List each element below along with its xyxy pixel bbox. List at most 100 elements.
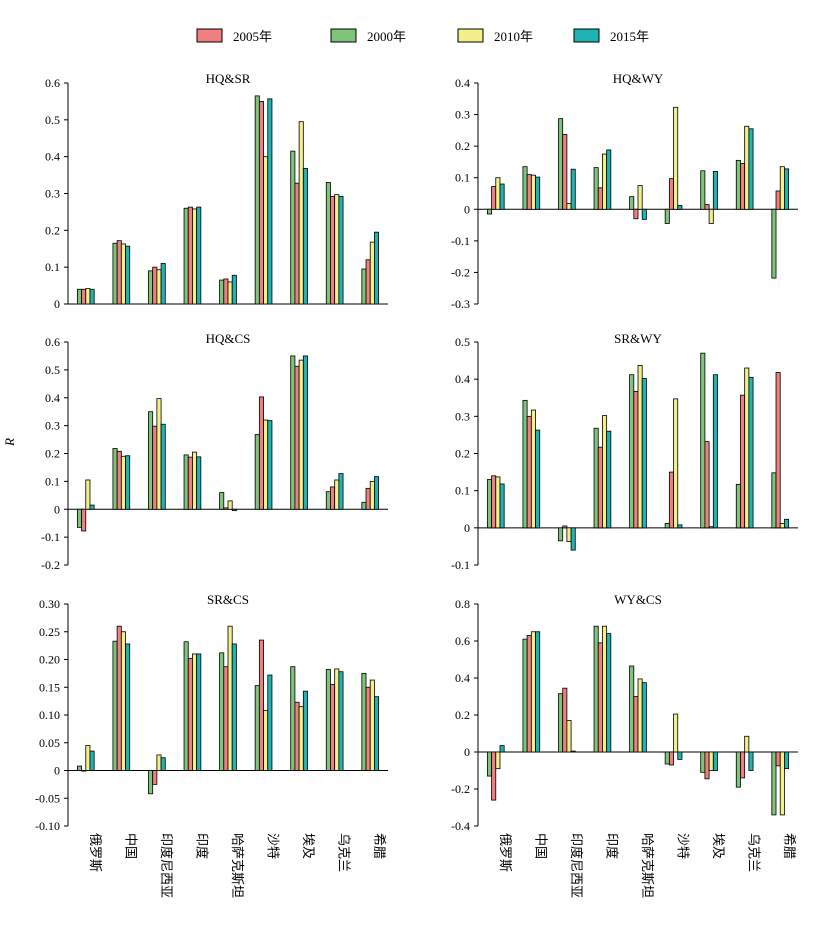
legend-label: 2015年 [610, 29, 649, 44]
bar [740, 751, 746, 779]
bar [633, 391, 639, 529]
y-tick-label: 0.3 [45, 187, 60, 201]
bar [570, 168, 576, 210]
bar [263, 156, 269, 305]
bar [227, 625, 233, 771]
bar [330, 486, 336, 510]
bar [735, 159, 741, 210]
y-tick-label: -0.2 [451, 782, 470, 796]
bar [700, 170, 706, 210]
bar [668, 471, 674, 529]
bar [606, 430, 612, 529]
bar [712, 374, 718, 529]
bar [231, 274, 237, 305]
y-tick-label: 0.2 [45, 223, 60, 237]
bar [677, 524, 683, 529]
bar [748, 128, 754, 210]
y-tick-label: 0 [464, 202, 470, 216]
bar [267, 674, 273, 771]
bar [491, 186, 497, 210]
bar [334, 479, 340, 510]
bar [744, 735, 750, 753]
bar [325, 491, 331, 510]
y-tick-label: 0.4 [45, 391, 60, 405]
bar [152, 425, 158, 510]
bar [223, 278, 229, 305]
bar [771, 472, 777, 529]
legend-swatch [196, 28, 223, 43]
bar [365, 487, 371, 510]
category-label-right: 乌克兰 [746, 833, 762, 872]
bar [156, 398, 162, 510]
bar [668, 178, 674, 210]
bar [486, 751, 492, 777]
bar [779, 166, 785, 210]
bar [562, 525, 568, 529]
bar [637, 185, 643, 210]
bar [325, 669, 331, 771]
bar [183, 641, 189, 771]
bar [302, 168, 308, 305]
bar [290, 666, 296, 771]
bar [258, 101, 264, 305]
bar [263, 419, 269, 510]
bar [187, 657, 193, 771]
bar [254, 434, 260, 510]
bar [290, 150, 296, 305]
bar [597, 642, 603, 753]
y-tick-label: -0.2 [451, 265, 470, 279]
bar [125, 643, 131, 771]
bar [677, 751, 683, 760]
y-tick-label: 0 [54, 502, 60, 516]
bar [76, 508, 82, 528]
bar [302, 690, 308, 771]
bar [530, 174, 536, 210]
bar [499, 745, 505, 753]
bar [227, 500, 233, 510]
bar [365, 686, 371, 771]
bar [775, 372, 781, 529]
bar [740, 394, 746, 529]
y-tick-label: -0.1 [451, 558, 470, 572]
y-tick-label: 0.1 [45, 474, 60, 488]
bar [148, 770, 154, 795]
y-tick-label: 0.3 [455, 108, 470, 122]
bar [258, 396, 264, 510]
y-tick-label: 0.4 [455, 671, 470, 685]
y-tick-label: 0.3 [455, 409, 470, 423]
bar [361, 501, 367, 510]
bar [120, 455, 126, 510]
category-label-right: 哈萨克斯坦 [639, 833, 654, 898]
y-tick-label: 0.5 [45, 363, 60, 377]
bar [629, 196, 635, 210]
panel-sr-wy: -0.1 0 0.1 0.2 0.3 0.4 0.5 SR&WY [451, 331, 798, 572]
bar [374, 696, 380, 771]
bar [491, 475, 497, 529]
bar [530, 631, 536, 753]
bar [784, 168, 790, 210]
bar [522, 638, 528, 753]
bar [148, 270, 154, 305]
category-label-right: 沙特 [675, 833, 690, 859]
bar [76, 288, 82, 305]
panel-title: SR&WY [614, 331, 662, 346]
y-tick-label: 0 [464, 521, 470, 535]
category-labels-left: 俄罗斯 中国 印度尼西亚 印度 哈萨克斯坦 沙特 埃及 乌克兰 希腊 [87, 833, 386, 898]
bar [231, 508, 237, 512]
y-tick-label: -0.3 [451, 297, 470, 311]
y-tick-label: 0.4 [455, 76, 470, 90]
bar [593, 167, 599, 210]
bar [89, 750, 95, 771]
y-tick-label: 0.1 [45, 260, 60, 274]
bar [192, 653, 198, 771]
category-label-right: 俄罗斯 [497, 833, 512, 872]
category-label-left: 沙特 [265, 833, 280, 859]
bar [535, 176, 541, 210]
bar [673, 398, 679, 529]
y-tick-label: 0.2 [455, 139, 470, 153]
category-label-right: 中国 [532, 833, 547, 859]
bar [298, 121, 304, 305]
panel-title: HQ&CS [206, 331, 251, 346]
bar [740, 163, 746, 210]
panel-hq-sr: 0 0.1 0.2 0.3 0.4 0.5 0.6 HQ&SR [45, 71, 388, 311]
